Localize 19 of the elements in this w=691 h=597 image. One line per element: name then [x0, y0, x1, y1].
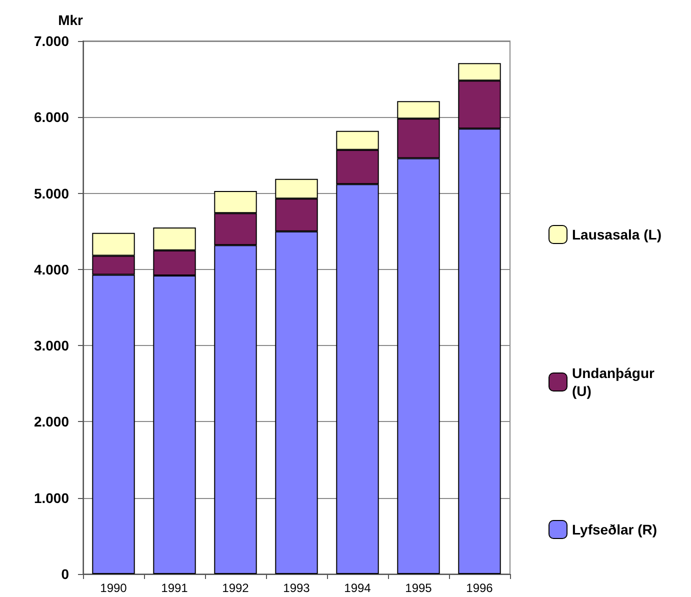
x-tick-label: 1992	[222, 581, 250, 595]
y-tick-label: 2.000	[34, 414, 70, 430]
y-axis-title: Mkr	[58, 12, 84, 28]
y-tick-label: 4.000	[34, 261, 70, 278]
y-tick-label: 6.000	[34, 109, 70, 126]
y-tick-label: 3.000	[34, 338, 70, 354]
legend-label: Lausasala (L)	[572, 226, 662, 242]
y-tick-label: 5.000	[34, 185, 70, 202]
x-tick-label: 1991	[161, 581, 188, 595]
legend-label: Undanþágur (U)	[572, 365, 658, 399]
y-tick-label: 1.000	[34, 490, 70, 506]
legend-label: Lyfseðlar (R)	[572, 522, 658, 538]
x-tick-label: 1996	[466, 581, 494, 595]
x-tick-label: 1990	[100, 581, 128, 595]
y-tick-label: 7.000	[34, 33, 70, 49]
x-tick-label: 1995	[405, 581, 432, 595]
y-tick-label: 0	[61, 566, 70, 582]
x-tick-label: 1993	[283, 581, 310, 595]
x-tick-label: 1994	[344, 581, 372, 595]
